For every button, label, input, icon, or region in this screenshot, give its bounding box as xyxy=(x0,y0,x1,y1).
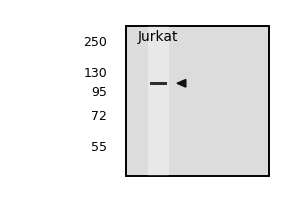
Text: 72: 72 xyxy=(92,110,107,123)
Text: 95: 95 xyxy=(92,86,107,99)
Text: 130: 130 xyxy=(83,67,107,80)
Text: 55: 55 xyxy=(91,141,107,154)
Polygon shape xyxy=(177,79,186,87)
FancyBboxPatch shape xyxy=(150,82,167,85)
FancyBboxPatch shape xyxy=(148,26,169,176)
FancyBboxPatch shape xyxy=(126,26,269,176)
Text: Jurkat: Jurkat xyxy=(138,30,179,44)
Text: 250: 250 xyxy=(83,36,107,49)
